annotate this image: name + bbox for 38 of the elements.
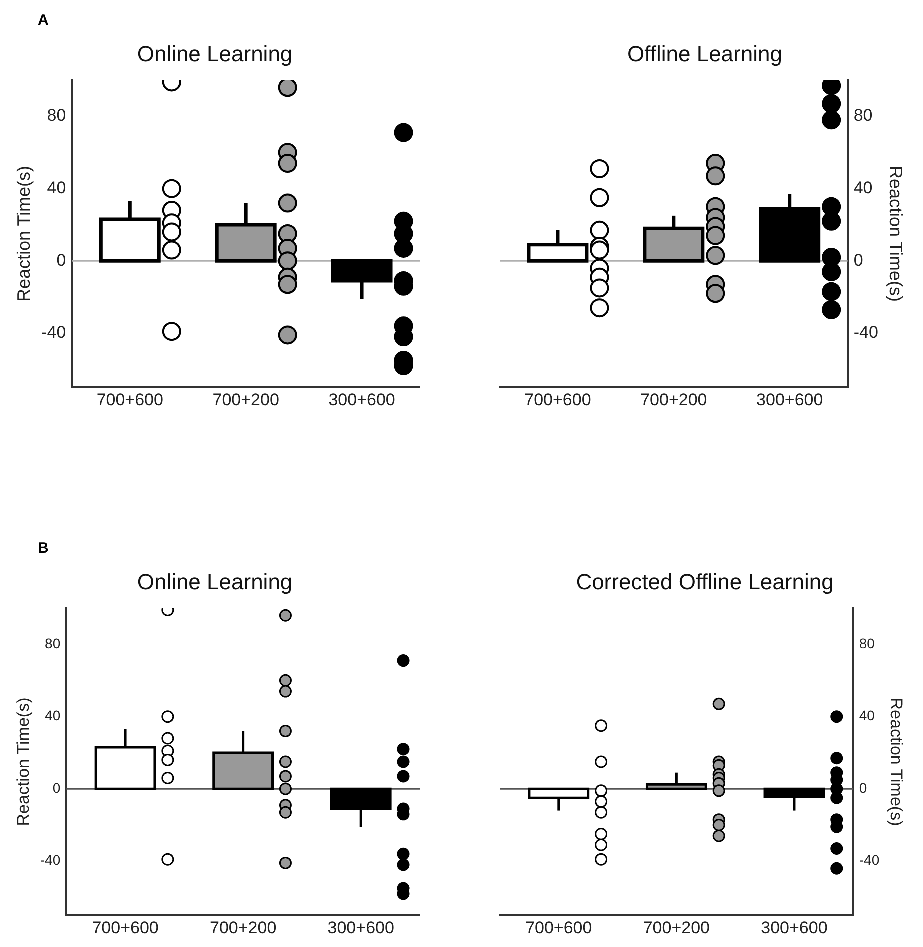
x-tick-label: 300+600 xyxy=(328,390,396,410)
y-tick-label: 80 xyxy=(47,106,66,126)
x-tick-label: 300+600 xyxy=(328,918,394,938)
y2-tick-label: 0 xyxy=(859,780,868,796)
chart-title: Offline Learning xyxy=(628,41,782,66)
y2-tick-label: 80 xyxy=(854,106,873,126)
x-tick-label: 700+600 xyxy=(526,918,592,938)
x-tick-label: 300+600 xyxy=(761,918,828,938)
y-tick-label: 40 xyxy=(47,178,66,198)
x-tick-label: 700+600 xyxy=(92,918,159,938)
y2-tick-label: -40 xyxy=(859,852,880,868)
text: B xyxy=(38,540,49,557)
text: A xyxy=(38,12,49,29)
chart-title: Corrected Offline Learning xyxy=(576,569,834,594)
y2-tick-label: 0 xyxy=(854,250,864,270)
y2-axis-title: Reaction Time(s) xyxy=(887,698,906,826)
y2-tick-label: -40 xyxy=(854,323,878,342)
y2-tick-label: 40 xyxy=(859,708,876,724)
y2-tick-label: 80 xyxy=(859,635,876,652)
y-tick-label: -40 xyxy=(42,323,66,342)
x-tick-label: 700+200 xyxy=(640,390,708,410)
y-tick-label: 0 xyxy=(56,250,66,270)
chart-title: Online Learning xyxy=(137,41,293,66)
y-tick-label: 40 xyxy=(45,708,61,724)
x-tick-label: 300+600 xyxy=(756,390,824,410)
y-axis-title: Reaction Time(s) xyxy=(14,166,34,302)
x-tick-label: 700+600 xyxy=(524,390,592,410)
x-tick-label: 700+600 xyxy=(96,390,164,410)
y-axis-title: Reaction Time(s) xyxy=(14,698,33,826)
chart-title: Online Learning xyxy=(137,569,293,594)
y2-axis-title: Reaction Time(s) xyxy=(886,166,906,302)
x-tick-label: 700+200 xyxy=(210,918,277,938)
y-tick-label: -40 xyxy=(40,852,61,868)
y-tick-label: 0 xyxy=(52,780,61,796)
y2-tick-label: 40 xyxy=(854,178,873,198)
x-tick-label: 700+200 xyxy=(212,390,280,410)
y-tick-label: 80 xyxy=(45,635,61,652)
x-tick-label: 700+200 xyxy=(643,918,710,938)
